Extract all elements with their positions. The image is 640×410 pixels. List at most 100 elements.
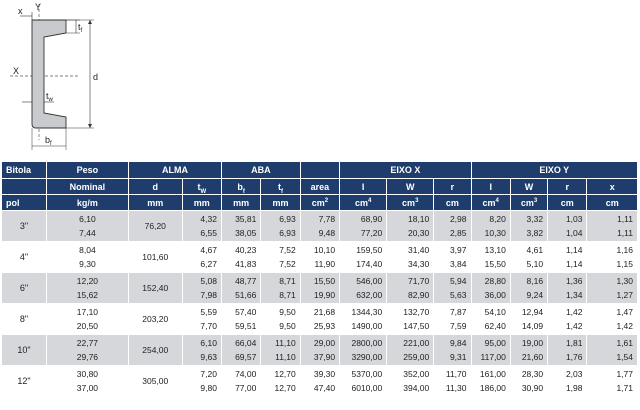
cell-rx: 2,98 2,85 [433,210,472,242]
cell-peso-value: 20,50 [76,321,99,331]
col-eixo-y: EIXO Y [470,161,638,179]
unit-pol: pol [1,194,47,211]
channel-section-diagram: x Y tf d X tw bf [10,2,98,150]
cell-bf-value: 51,66 [235,290,257,300]
cell-wy-value: 30,90 [521,383,544,393]
cell-bf-value: 77,00 [235,383,257,393]
cell-tw: 4,32 6,55 [181,210,222,242]
col-peso: Peso [45,161,129,179]
cell-x: 1,16 1,15 [586,241,638,273]
cell-ry: 2,03 1,98 [547,365,588,397]
cell-x-value: 1,15 [616,259,633,269]
cell-iy-value: 8,20 [489,214,506,224]
sym-tw: tW [181,178,222,195]
col-alma: ALMA [127,161,222,179]
cell-tf-value: 7,52 [279,245,296,255]
col-aba: ABA [220,161,301,179]
cell-wx-value: 34,30 [407,259,430,269]
cell-rx-value: 11,30 [445,383,467,393]
cell-tw: 4,67 6,27 [181,241,222,273]
cell-wy: 3,32 3,82 [509,210,549,242]
sym-bf: bf [220,178,262,195]
cell-wy-value: 4,61 [526,245,544,255]
col-eixo-x: EIXO X [339,161,472,179]
cell-tw-value: 6,10 [200,338,217,348]
cell-area-value: 37,90 [313,352,336,362]
cell-tf: 9,50 9,50 [260,303,301,335]
cell-iy-value: 15,50 [484,259,506,269]
cell-tw-value: 6,27 [200,259,217,269]
cell-bf-value: 35,81 [235,214,257,224]
cell-bf-value: 40,23 [235,245,257,255]
sym-wy: W [509,178,549,195]
cell-rx-value: 3,97 [449,245,467,255]
cell-tw-value: 7,20 [200,369,217,379]
cell-tf: 6,93 6,93 [260,210,301,242]
cell-wx-value: 221,00 [403,338,430,348]
cell-x-value: 1,61 [616,338,633,348]
cell-area: 7,78 9,48 [299,210,341,242]
cell-peso: 8,04 9,30 [45,241,129,273]
cell-ix: 159,50 174,40 [339,241,388,273]
sym-rx: r [433,178,472,195]
cell-iy-value: 54,10 [484,307,506,317]
cell-tf-value: 6,93 [279,214,296,224]
cell-ry-value: 1,03 [565,214,583,224]
cell-x-value: 1,47 [616,307,633,317]
cell-ix: 1344,30 1490,00 [339,303,388,335]
cell-bitola: 3" [1,210,47,242]
sym-ix: I [339,178,388,195]
cell-ry-value: 1,14 [565,259,583,269]
cell-rx-value: 7,87 [449,307,467,317]
cell-wy-value: 8,16 [526,276,544,286]
cell-ix: 2800,00 3290,00 [339,334,388,366]
cell-ry-value: 1,98 [565,383,583,393]
table-row: 8" 17,10 20,50 203,20 5,59 7,70 57,40 59,51 9,50… [1,303,638,335]
cell-iy: 28,80 36,00 [470,272,511,304]
cell-wx: 132,70 147,50 [386,303,435,335]
cell-rx: 5,94 5,63 [433,272,472,304]
cell-peso: 6,10 7,44 [45,210,129,242]
cell-ix-value: 1344,30 [351,307,383,317]
cell-x: 1,11 1,11 [586,210,638,242]
header-row-units: pol kg/m mm mm mm mm cm2 cm4 cm3 cm cm4 … [1,194,638,211]
unit-wy: cm3 [509,194,549,211]
cell-tf: 8,71 8,71 [260,272,301,304]
cell-bf-value: 74,00 [235,369,257,379]
table-row: 12" 30,80 37,00 305,00 7,20 9,80 74,00 77,00 12,… [1,365,638,397]
cell-bitola: 10" [1,334,47,366]
cell-iy-value: 10,30 [484,228,506,238]
cell-area: 29,00 37,90 [299,334,341,366]
cell-d: 305,00 [127,365,183,397]
cell-tf-value: 11,10 [275,338,296,348]
cell-tw-value: 9,63 [200,352,217,362]
cell-peso: 17,10 20,50 [45,303,129,335]
cell-iy-value: 13,10 [484,245,506,255]
unit-x: cm [586,194,638,211]
cell-peso-value: 9,30 [79,259,96,269]
cell-wy: 4,61 5,10 [509,241,549,273]
cell-bitola: 8" [1,303,47,335]
cell-iy-value: 95,00 [484,338,506,348]
cell-bf: 40,23 41,83 [220,241,262,273]
cell-bf-value: 69,57 [235,352,257,362]
cell-peso-value: 6,10 [79,214,96,224]
cell-ix-value: 3290,00 [351,352,383,362]
cell-ry: 1,03 1,04 [547,210,588,242]
cell-tf-value: 12,70 [274,369,296,379]
unit-tf: mm [260,194,301,211]
cell-wx-value: 352,00 [403,369,430,379]
cell-bf-value: 41,83 [235,259,257,269]
unit-bf: mm [220,194,262,211]
cell-rx-value: 5,63 [449,290,467,300]
cell-peso-value: 8,04 [79,245,96,255]
cell-rx-value: 2,85 [449,228,467,238]
sym-iy: I [470,178,511,195]
cell-tw: 5,59 7,70 [181,303,222,335]
cell-wy-value: 19,00 [521,338,544,348]
cell-ix-value: 546,00 [356,276,383,286]
cell-ix-value: 1490,00 [351,321,383,331]
cell-iy-value: 186,00 [479,383,506,393]
cell-wx: 352,00 394,00 [386,365,435,397]
cell-ix-value: 77,20 [360,228,383,238]
